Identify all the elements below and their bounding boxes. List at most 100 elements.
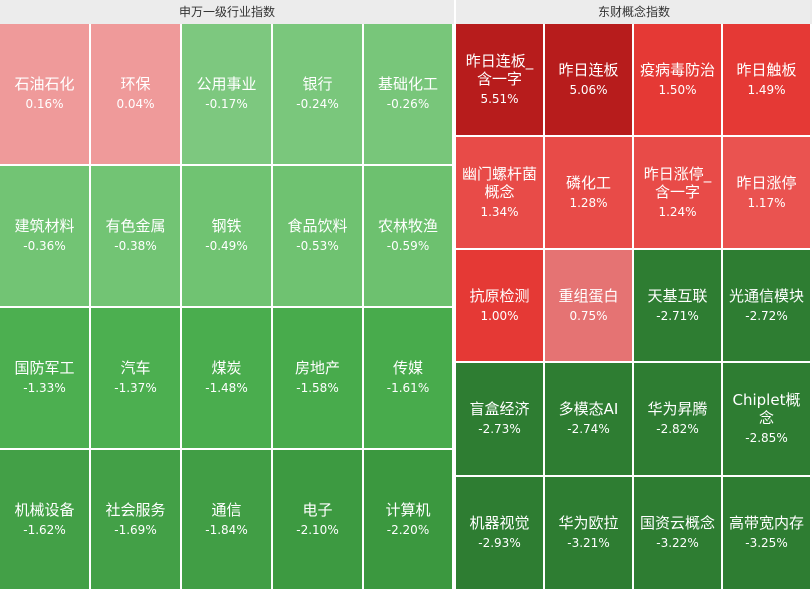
tile-change-percent: 5.51% <box>480 91 519 106</box>
treemap-tile[interactable]: 华为昇腾 -2.82% <box>634 363 721 475</box>
tile-change-percent: 0.16% <box>25 97 64 111</box>
panel-title: 申万一级行业指数 <box>0 0 454 24</box>
tile-change-percent: -2.72% <box>745 308 788 323</box>
tile-change-percent: 5.06% <box>569 82 608 97</box>
tile-change-percent: -1.84% <box>205 522 248 537</box>
treemap-tile[interactable]: 昨日连板_含一字 5.51% <box>456 24 543 135</box>
tile-change-percent: -0.53% <box>296 239 339 253</box>
tile-name: 华为昇腾 <box>647 400 708 418</box>
tile-change-percent: 1.00% <box>480 308 519 323</box>
treemap-tile[interactable]: 银行 -0.24% <box>273 24 362 164</box>
treemap-tile[interactable]: 电子 -2.10% <box>273 450 362 589</box>
tile-name: 食品饮料 <box>287 217 348 235</box>
treemap-tile[interactable]: 昨日涨停_含一字 1.24% <box>634 137 721 248</box>
treemap-tile[interactable]: 疫病毒防治 1.50% <box>634 24 721 135</box>
tile-change-percent: 1.50% <box>658 82 697 97</box>
tile-name: 昨日连板 <box>558 60 619 79</box>
treemap-tile[interactable]: 昨日触板 1.49% <box>723 24 810 135</box>
treemap-tile[interactable]: 传媒 -1.61% <box>364 308 452 448</box>
tile-name: 盲盒经济 <box>469 400 530 418</box>
treemap-tile[interactable]: 国防军工 -1.33% <box>0 308 89 448</box>
tile-change-percent: 0.04% <box>116 97 155 111</box>
tile-change-percent: -3.21% <box>567 536 610 550</box>
treemap-tile[interactable]: 基础化工 -0.26% <box>364 24 452 164</box>
treemap-tile[interactable]: 公用事业 -0.17% <box>182 24 271 164</box>
tile-name: 天基互联 <box>647 286 708 305</box>
tile-change-percent: -3.25% <box>745 536 788 550</box>
treemap-tile[interactable]: 计算机 -2.20% <box>364 450 452 589</box>
tile-change-percent: 1.49% <box>747 82 786 97</box>
tile-name: 幽门螺杆菌概念 <box>461 164 537 201</box>
tile-name: 电子 <box>302 500 333 519</box>
treemap-tile[interactable]: 重组蛋白 0.75% <box>545 250 632 361</box>
treemap-tile[interactable]: 抗原检测 1.00% <box>456 250 543 361</box>
treemap-tile[interactable]: 昨日涨停 1.17% <box>723 137 810 248</box>
tile-name: 社会服务 <box>105 500 166 519</box>
treemap-tile[interactable]: 天基互联 -2.71% <box>634 250 721 361</box>
treemap-tile[interactable]: 有色金属 -0.38% <box>91 166 180 306</box>
treemap-tile[interactable]: 多模态AI -2.74% <box>545 363 632 475</box>
tile-name: 有色金属 <box>105 217 166 235</box>
panel-title: 东财概念指数 <box>456 0 812 24</box>
tile-name: 华为欧拉 <box>558 514 619 532</box>
tile-name: 昨日连板_含一字 <box>465 51 534 88</box>
tile-change-percent: -0.24% <box>296 97 339 111</box>
treemap-tile[interactable]: 机器视觉 -2.93% <box>456 477 543 589</box>
treemap-tile[interactable]: 石油石化 0.16% <box>0 24 89 164</box>
tile-name: 机械设备 <box>14 500 75 519</box>
tile-name: 农林牧渔 <box>377 217 438 235</box>
tile-change-percent: -0.36% <box>23 239 66 253</box>
tile-name: 建筑材料 <box>14 217 75 235</box>
tile-change-percent: -1.62% <box>23 522 66 537</box>
tile-change-percent: -2.93% <box>478 536 521 550</box>
treemap-tile[interactable]: 汽车 -1.37% <box>91 308 180 448</box>
treemap-tile[interactable]: 盲盒经济 -2.73% <box>456 363 543 475</box>
tile-change-percent: -1.33% <box>23 381 66 395</box>
tile-change-percent: -1.69% <box>114 522 157 537</box>
treemap-tile[interactable]: 房地产 -1.58% <box>273 308 362 448</box>
tile-change-percent: 1.24% <box>658 204 697 219</box>
industry-index-panel: 申万一级行业指数 石油石化 0.16% 环保 0.04% 公用事业 -0.17% 银行 -0.… <box>0 0 454 589</box>
tile-name: 通信 <box>211 500 242 519</box>
treemap-tile[interactable]: 机械设备 -1.62% <box>0 450 89 589</box>
tile-change-percent: 1.17% <box>747 195 786 210</box>
tile-name: 国资云概念 <box>639 514 715 532</box>
treemap-tile[interactable]: 通信 -1.84% <box>182 450 271 589</box>
treemap-tile[interactable]: 食品饮料 -0.53% <box>273 166 362 306</box>
tile-name: Chiplet概念 <box>732 391 801 427</box>
tile-name: 疫病毒防治 <box>639 60 715 79</box>
tile-change-percent: -1.37% <box>114 381 157 395</box>
tile-name: 多模态AI <box>558 400 619 418</box>
tile-change-percent: -0.17% <box>205 97 248 111</box>
treemap-tile[interactable]: 幽门螺杆菌概念 1.34% <box>456 137 543 248</box>
treemap-tile[interactable]: 建筑材料 -0.36% <box>0 166 89 306</box>
treemap-tile[interactable]: 钢铁 -0.49% <box>182 166 271 306</box>
treemap-tile[interactable]: 磷化工 1.28% <box>545 137 632 248</box>
tile-name: 钢铁 <box>211 217 242 235</box>
treemap-tile[interactable]: 华为欧拉 -3.21% <box>545 477 632 589</box>
concept-treemap: 昨日连板_含一字 5.51% 昨日连板 5.06% 疫病毒防治 1.50% 昨日触板 1.49… <box>456 24 812 591</box>
concept-index-panel: 东财概念指数 昨日连板_含一字 5.51% 昨日连板 5.06% 疫病毒防治 1.50% 昨… <box>456 0 812 591</box>
tile-name: 银行 <box>302 75 333 93</box>
tile-change-percent: -2.85% <box>745 431 788 445</box>
tile-change-percent: -2.10% <box>296 522 339 537</box>
treemap-tile[interactable]: 煤炭 -1.48% <box>182 308 271 448</box>
tile-change-percent: -1.61% <box>386 381 430 395</box>
treemap-tile[interactable]: 社会服务 -1.69% <box>91 450 180 589</box>
tile-change-percent: -2.82% <box>656 422 699 436</box>
treemap-tile[interactable]: 环保 0.04% <box>91 24 180 164</box>
tile-change-percent: -3.22% <box>656 536 699 550</box>
tile-name: 磷化工 <box>565 173 611 192</box>
treemap-tile[interactable]: 光通信模块 -2.72% <box>723 250 810 361</box>
treemap-tile[interactable]: 昨日连板 5.06% <box>545 24 632 135</box>
treemap-tile[interactable]: Chiplet概念 -2.85% <box>723 363 810 475</box>
tile-change-percent: 1.34% <box>480 204 519 219</box>
tile-name: 煤炭 <box>211 359 242 377</box>
tile-name: 石油石化 <box>14 75 75 93</box>
tile-change-percent: -0.59% <box>386 239 430 253</box>
treemap-tile[interactable]: 农林牧渔 -0.59% <box>364 166 452 306</box>
treemap-tile[interactable]: 国资云概念 -3.22% <box>634 477 721 589</box>
tile-change-percent: -2.20% <box>386 522 430 537</box>
tile-name: 环保 <box>120 75 151 93</box>
treemap-tile[interactable]: 高带宽内存 -3.25% <box>723 477 810 589</box>
